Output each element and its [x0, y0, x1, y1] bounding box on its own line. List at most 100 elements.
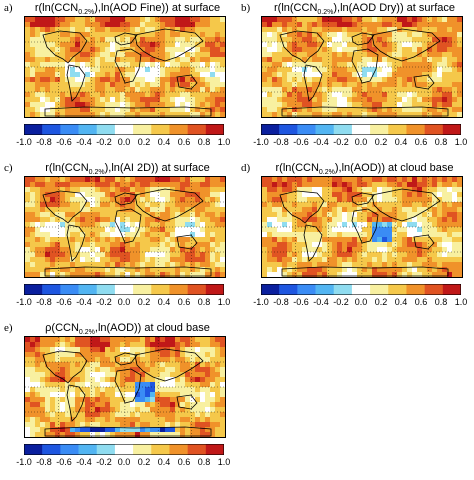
colorbar-swatch	[205, 124, 224, 135]
colorbar-tick-label: 0.0	[117, 137, 131, 147]
colorbar-swatch	[133, 444, 152, 455]
colorbar-swatch	[42, 124, 61, 135]
panel-letter: d)	[241, 162, 251, 174]
panel-e: e) ρ(CCN0.2%,ln(AOD)) at cloud base -1.0…	[0, 320, 237, 480]
panel-letter: c)	[4, 162, 13, 174]
colorbar-swatch	[96, 284, 116, 295]
colorbar-tick-label: 0.2	[374, 137, 388, 147]
colorbar-tick-label: 1.0	[217, 457, 231, 467]
panel-title: r(ln(CCN0.2%),ln(AOD Dry)) at surface	[274, 2, 455, 17]
colorbar-tick-label: 1.0	[454, 297, 468, 307]
colorbar	[24, 284, 224, 295]
colorbar-ticks: -1.0 -0.8 -0.6 -0.4 -0.2 0.0 0.2 0.4 0.6 0.8 1.0	[16, 137, 230, 149]
colorbar-tick-label: -0.2	[96, 137, 112, 147]
colorbar-tick-label: -0.8	[273, 137, 289, 147]
colorbar-swatch	[205, 444, 224, 455]
colorbar-tick-label: -0.2	[96, 457, 112, 467]
colorbar	[24, 124, 224, 135]
colorbar-swatch	[133, 124, 152, 135]
colorbar-tick-label: -1.0	[16, 137, 32, 147]
colorbar-tick-label: 0.8	[197, 297, 211, 307]
colorbar-tick-label: 0.4	[157, 297, 171, 307]
colorbar-swatch	[96, 444, 116, 455]
colorbar-swatch	[151, 284, 170, 295]
colorbar-swatch	[351, 284, 371, 295]
panel-a: a) r(ln(CCN0.2%),ln(AOD Fine)) at surfac…	[0, 0, 237, 160]
colorbar-ticks: -1.0 -0.8 -0.6 -0.4 -0.2 0.0 0.2 0.4 0.6 0.8 1.0	[16, 297, 230, 309]
colorbar-tick-label: -0.6	[56, 457, 72, 467]
colorbar-tick-label: -0.4	[313, 137, 329, 147]
correlation-map	[24, 176, 226, 278]
colorbar-swatch	[333, 124, 353, 135]
colorbar-swatch	[424, 124, 444, 135]
colorbar-tick-label: 0.6	[177, 137, 191, 147]
colorbar-tick-label: -0.8	[273, 297, 289, 307]
panel-title: r(ln(CCN0.2%),ln(AOD Fine)) at surface	[34, 2, 221, 17]
colorbar-swatch	[187, 444, 207, 455]
colorbar-tick-label: 0.6	[177, 297, 191, 307]
colorbar-swatch	[297, 124, 316, 135]
colorbar-tick-label: 0.8	[434, 137, 448, 147]
colorbar-swatch	[279, 284, 298, 295]
colorbar-swatch	[60, 284, 79, 295]
colorbar-swatch	[442, 284, 461, 295]
colorbar-tick-label: 0.8	[197, 457, 211, 467]
colorbar-tick-label: 1.0	[217, 137, 231, 147]
colorbar-swatch	[315, 284, 335, 295]
panel-title: r(ln(CCN0.2%),ln(AI 2D)) at surface	[45, 162, 210, 177]
colorbar-tick-label: 0.2	[137, 137, 151, 147]
colorbar-ticks: -1.0 -0.8 -0.6 -0.4 -0.2 0.0 0.2 0.4 0.6 0.8 1.0	[16, 457, 230, 469]
colorbar-swatch	[24, 124, 43, 135]
colorbar-tick-label: -0.6	[293, 297, 309, 307]
colorbar-swatch	[96, 124, 116, 135]
correlation-map	[261, 176, 463, 278]
colorbar-swatch	[187, 284, 207, 295]
panel-b: b) r(ln(CCN0.2%),ln(AOD Dry)) at surface…	[237, 0, 474, 160]
colorbar-tick-label: -1.0	[16, 457, 32, 467]
colorbar-swatch	[169, 284, 188, 295]
colorbar	[261, 284, 461, 295]
panel-d: d) r(ln(CCN0.2%),ln(AOD)) at cloud base …	[237, 160, 474, 320]
colorbar-tick-label: 0.4	[394, 297, 408, 307]
colorbar-tick-label: 1.0	[217, 297, 231, 307]
colorbar-swatch	[388, 284, 407, 295]
colorbar-swatch	[151, 444, 170, 455]
colorbar-tick-label: 0.2	[137, 457, 151, 467]
colorbar-swatch	[60, 444, 79, 455]
colorbar-swatch	[114, 284, 134, 295]
colorbar-swatch	[205, 284, 224, 295]
colorbar-tick-label: -1.0	[253, 297, 269, 307]
colorbar-tick-label: -0.2	[333, 297, 349, 307]
colorbar-swatch	[24, 284, 43, 295]
colorbar-swatch	[424, 284, 444, 295]
colorbar-swatch	[315, 124, 335, 135]
colorbar-tick-label: -0.6	[56, 137, 72, 147]
colorbar-tick-label: 0.4	[157, 137, 171, 147]
colorbar-tick-label: 0.8	[434, 297, 448, 307]
colorbar-swatch	[187, 124, 207, 135]
colorbar-swatch	[114, 444, 134, 455]
colorbar-tick-label: 0.0	[117, 457, 131, 467]
colorbar-ticks: -1.0 -0.8 -0.6 -0.4 -0.2 0.0 0.2 0.4 0.6 0.8 1.0	[253, 137, 467, 149]
colorbar-tick-label: 0.0	[354, 297, 368, 307]
colorbar-swatch	[169, 444, 188, 455]
colorbar-tick-label: -0.6	[56, 297, 72, 307]
colorbar-tick-label: 0.4	[157, 457, 171, 467]
colorbar-tick-label: -0.8	[36, 297, 52, 307]
colorbar-swatch	[370, 124, 389, 135]
colorbar-swatch	[261, 124, 280, 135]
colorbar-tick-label: -0.2	[333, 137, 349, 147]
correlation-map	[24, 16, 226, 118]
colorbar-tick-label: 0.6	[414, 297, 428, 307]
colorbar-swatch	[406, 284, 425, 295]
colorbar-swatch	[333, 284, 353, 295]
colorbar-swatch	[169, 124, 188, 135]
colorbar-tick-label: -0.2	[96, 297, 112, 307]
correlation-map	[261, 16, 463, 118]
colorbar-swatch	[261, 284, 280, 295]
panel-letter: b)	[241, 2, 251, 14]
colorbar-tick-label: -0.4	[313, 297, 329, 307]
colorbar-tick-label: -1.0	[253, 137, 269, 147]
colorbar-tick-label: 0.0	[117, 297, 131, 307]
colorbar-swatch	[78, 444, 98, 455]
